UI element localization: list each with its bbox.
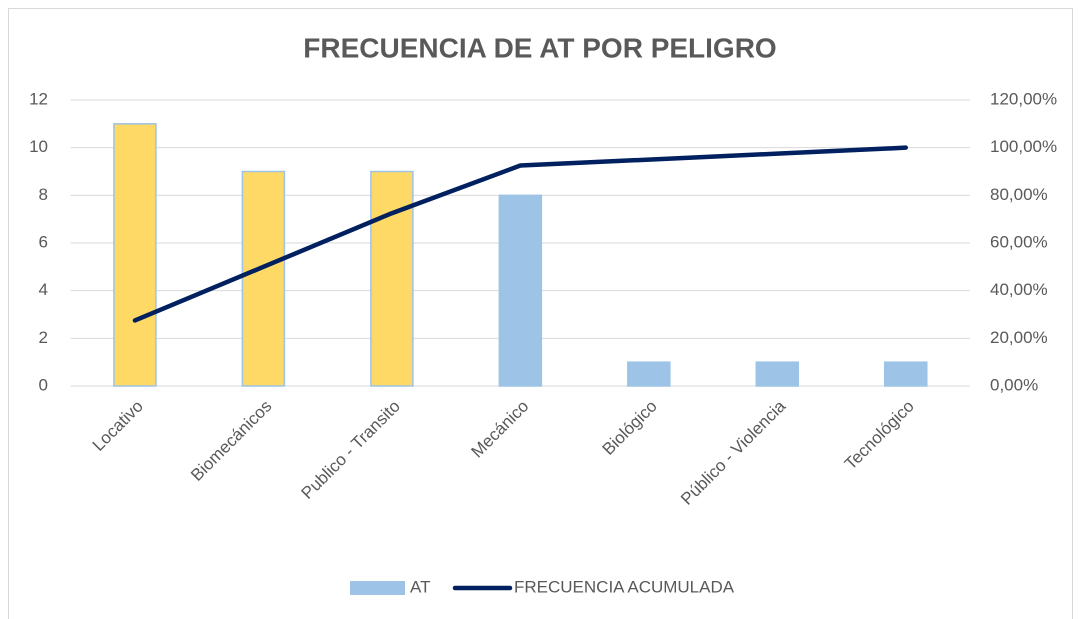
legend-swatch xyxy=(350,581,405,595)
y-tick-label: 10 xyxy=(29,137,48,156)
y2-tick-label: 120,00% xyxy=(990,89,1057,108)
y2-tick-label: 80,00% xyxy=(990,185,1048,204)
bar xyxy=(755,361,800,387)
y-tick-label: 8 xyxy=(39,185,48,204)
y-tick-label: 4 xyxy=(39,280,48,299)
bar xyxy=(370,170,414,387)
bar xyxy=(241,170,286,387)
y2-tick-label: 20,00% xyxy=(990,328,1048,347)
legend-label: FRECUENCIA ACUMULADA xyxy=(514,577,735,596)
legend-label: AT xyxy=(410,577,430,596)
line xyxy=(132,145,909,323)
y-tick-label: 12 xyxy=(29,89,48,108)
y2-tick-label: 60,00% xyxy=(990,232,1048,251)
bar xyxy=(498,194,543,387)
y2-tick-label: 0,00% xyxy=(990,375,1038,394)
bar xyxy=(884,361,928,387)
y2-tick-label: 40,00% xyxy=(990,280,1048,299)
y-tick-label: 2 xyxy=(39,328,48,347)
bar xyxy=(627,361,671,387)
y2-tick-label: 100,00% xyxy=(990,137,1057,156)
y-tick-label: 6 xyxy=(39,232,48,251)
chart-title: FRECUENCIA DE AT POR PELIGRO xyxy=(303,32,776,63)
y-tick-label: 0 xyxy=(39,375,48,394)
bar xyxy=(113,123,157,387)
